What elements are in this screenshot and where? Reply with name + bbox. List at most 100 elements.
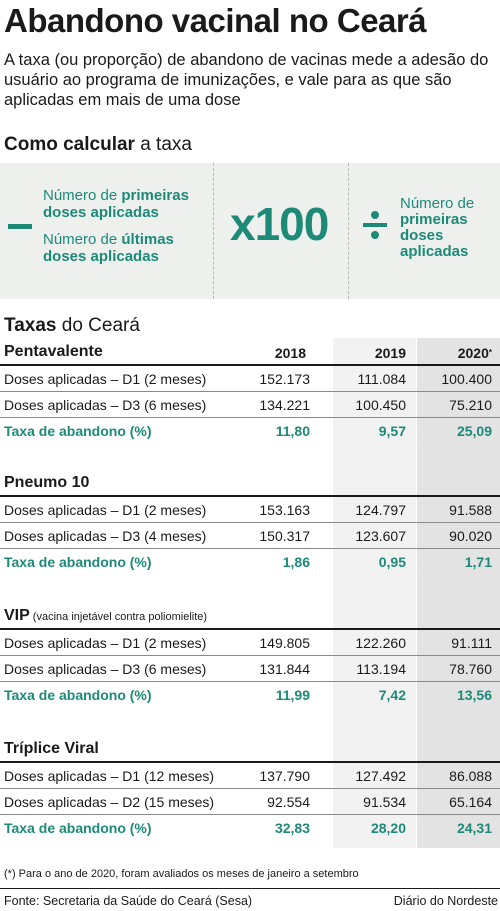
cell-2018: 92.554 bbox=[267, 794, 310, 810]
section-note: (vacina injetável contra poliomielite) bbox=[32, 611, 208, 623]
section-title: Tríplice Viral bbox=[4, 740, 99, 757]
source-text: Fonte: Secretaria da Saúde do Ceará (Ses… bbox=[4, 894, 253, 908]
formula-divider bbox=[348, 163, 349, 299]
cell-2019: 91.534 bbox=[363, 794, 406, 810]
formula-first-doses: Número de primeiras doses aplicadas bbox=[43, 187, 213, 221]
rate-row: Taxa de abandono (%) 32,83 28,20 24,31 bbox=[0, 814, 500, 841]
cell-2018: 32,83 bbox=[274, 820, 310, 836]
formula-divider bbox=[213, 163, 214, 299]
cell-2020: 13,56 bbox=[456, 687, 492, 703]
cell-2019: 28,20 bbox=[370, 820, 406, 836]
cell-2019: 111.084 bbox=[357, 371, 406, 387]
column-highlight-2019 bbox=[333, 338, 416, 848]
year-header-2020: 2020* bbox=[412, 343, 492, 363]
cell-2018: 131.844 bbox=[259, 661, 310, 677]
cell-2018: 134.221 bbox=[259, 397, 310, 413]
cell-2020: 75.210 bbox=[449, 397, 492, 413]
cell-2019: 123.607 bbox=[355, 528, 406, 544]
rate-row: Taxa de abandono (%) 11,80 9,57 25,09 bbox=[0, 417, 500, 444]
publisher-credit: Diário do Nordeste bbox=[393, 894, 498, 908]
cell-2018: 152.173 bbox=[259, 371, 310, 387]
cell-2019: 100.450 bbox=[355, 397, 406, 413]
cell-2020: 1,71 bbox=[464, 554, 492, 570]
cell-2020: 24,31 bbox=[456, 820, 492, 836]
formula-panel bbox=[0, 163, 500, 299]
table-row: Doses aplicadas – D3 (6 meses) 131.844 1… bbox=[0, 655, 500, 682]
cell-2020: 91.588 bbox=[449, 502, 492, 518]
rate-row: Taxa de abandono (%) 1,86 0,95 1,71 bbox=[0, 548, 500, 575]
intro-text: A taxa (ou proporção) de abandono de vac… bbox=[4, 51, 489, 109]
cell-2019: 113.194 bbox=[356, 661, 406, 677]
row-label: Taxa de abandono (%) bbox=[4, 423, 152, 439]
row-label: Doses aplicadas – D2 (15 meses) bbox=[4, 794, 215, 810]
section-title: VIP (vacina injetável contra poliomielite… bbox=[4, 606, 207, 627]
calc-heading: Como calcular a taxa bbox=[4, 133, 192, 157]
divide-icon bbox=[363, 211, 387, 239]
calc-heading-rest: a taxa bbox=[134, 134, 192, 155]
row-label: Taxa de abandono (%) bbox=[4, 820, 152, 836]
table-row: Doses aplicadas – D1 (12 meses) 137.790 … bbox=[0, 761, 500, 789]
cell-2020: 100.400 bbox=[441, 371, 492, 387]
year-header-2018: 2018 bbox=[274, 345, 306, 361]
section-title: Pentavalente bbox=[4, 343, 103, 360]
formula-text-bold: doses aplicadas bbox=[43, 248, 159, 265]
row-label: Doses aplicadas – D1 (12 meses) bbox=[4, 768, 215, 784]
footnote-marker: * bbox=[488, 348, 492, 357]
rate-row: Taxa de abandono (%) 11,99 7,42 13,56 bbox=[0, 681, 500, 708]
cell-2020: 78.760 bbox=[449, 661, 492, 677]
table-row: Doses aplicadas – D1 (2 meses) 153.163 1… bbox=[0, 495, 500, 523]
formula-text: Número de bbox=[43, 187, 122, 204]
formula-text-bold: primeiras doses aplicadas bbox=[400, 211, 469, 260]
table-row: Doses aplicadas – D3 (4 meses) 150.317 1… bbox=[0, 522, 500, 549]
rates-heading-rest: do Ceará bbox=[56, 315, 140, 336]
cell-2020: 86.088 bbox=[449, 768, 492, 784]
cell-2018: 1,86 bbox=[282, 554, 310, 570]
column-highlight-2020 bbox=[417, 338, 500, 848]
cell-2018: 137.790 bbox=[259, 768, 310, 784]
cell-2019: 9,57 bbox=[378, 423, 406, 439]
row-label: Doses aplicadas – D1 (2 meses) bbox=[4, 371, 207, 387]
cell-2019: 7,42 bbox=[378, 687, 406, 703]
formula-text-bold: primeiras bbox=[121, 187, 189, 204]
row-label: Doses aplicadas – D1 (2 meses) bbox=[4, 502, 207, 518]
page-title: Abandono vacinal no Ceará bbox=[4, 2, 427, 39]
section-name: VIP bbox=[4, 607, 30, 624]
table-row: Doses aplicadas – D3 (6 meses) 134.221 1… bbox=[0, 391, 500, 418]
row-label: Taxa de abandono (%) bbox=[4, 554, 152, 570]
cell-2018: 149.805 bbox=[259, 635, 310, 651]
cell-2018: 153.163 bbox=[259, 502, 310, 518]
row-label: Doses aplicadas – D3 (6 meses) bbox=[4, 661, 207, 677]
minus-icon bbox=[8, 224, 32, 229]
cell-2020: 91.111 bbox=[451, 635, 492, 651]
cell-2019: 124.797 bbox=[355, 502, 406, 518]
cell-2019: 127.492 bbox=[355, 768, 406, 784]
formula-multiplier: x100 bbox=[230, 198, 329, 250]
row-label: Taxa de abandono (%) bbox=[4, 687, 152, 703]
year-header-2019: 2019 bbox=[374, 345, 406, 361]
calc-heading-bold: Como calcular bbox=[4, 134, 135, 155]
formula-text-bold: últimas bbox=[121, 231, 174, 248]
cell-2019: 0,95 bbox=[378, 554, 406, 570]
rates-heading-bold: Taxas bbox=[4, 315, 57, 336]
row-label: Doses aplicadas – D3 (4 meses) bbox=[4, 528, 207, 544]
divider bbox=[0, 888, 500, 889]
cell-2020: 65.164 bbox=[449, 794, 492, 810]
cell-2020: 25,09 bbox=[456, 423, 492, 439]
formula-text-bold: doses aplicadas bbox=[43, 204, 159, 221]
row-label: Doses aplicadas – D3 (6 meses) bbox=[4, 397, 207, 413]
formula-last-doses: Número de últimas doses aplicadas bbox=[43, 231, 213, 265]
table-row: Doses aplicadas – D2 (15 meses) 92.554 9… bbox=[0, 788, 500, 815]
row-label: Doses aplicadas – D1 (2 meses) bbox=[4, 635, 207, 651]
formula-divisor: Número de primeiras doses aplicadas bbox=[400, 196, 496, 260]
section-title: Pneumo 10 bbox=[4, 474, 90, 491]
cell-2018: 11,80 bbox=[275, 423, 310, 439]
table-row: Doses aplicadas – D1 (2 meses) 152.173 1… bbox=[0, 364, 500, 392]
cell-2018: 11,99 bbox=[275, 687, 310, 703]
formula-text: Número de bbox=[43, 231, 122, 248]
formula-text: Número de bbox=[400, 195, 475, 212]
footnote: (*) Para o ano de 2020, foram avaliados … bbox=[4, 868, 359, 880]
cell-2019: 122.260 bbox=[355, 635, 406, 651]
cell-2018: 150.317 bbox=[259, 528, 310, 544]
rates-heading: Taxas do Ceará bbox=[4, 314, 140, 338]
cell-2020: 90.020 bbox=[449, 528, 492, 544]
